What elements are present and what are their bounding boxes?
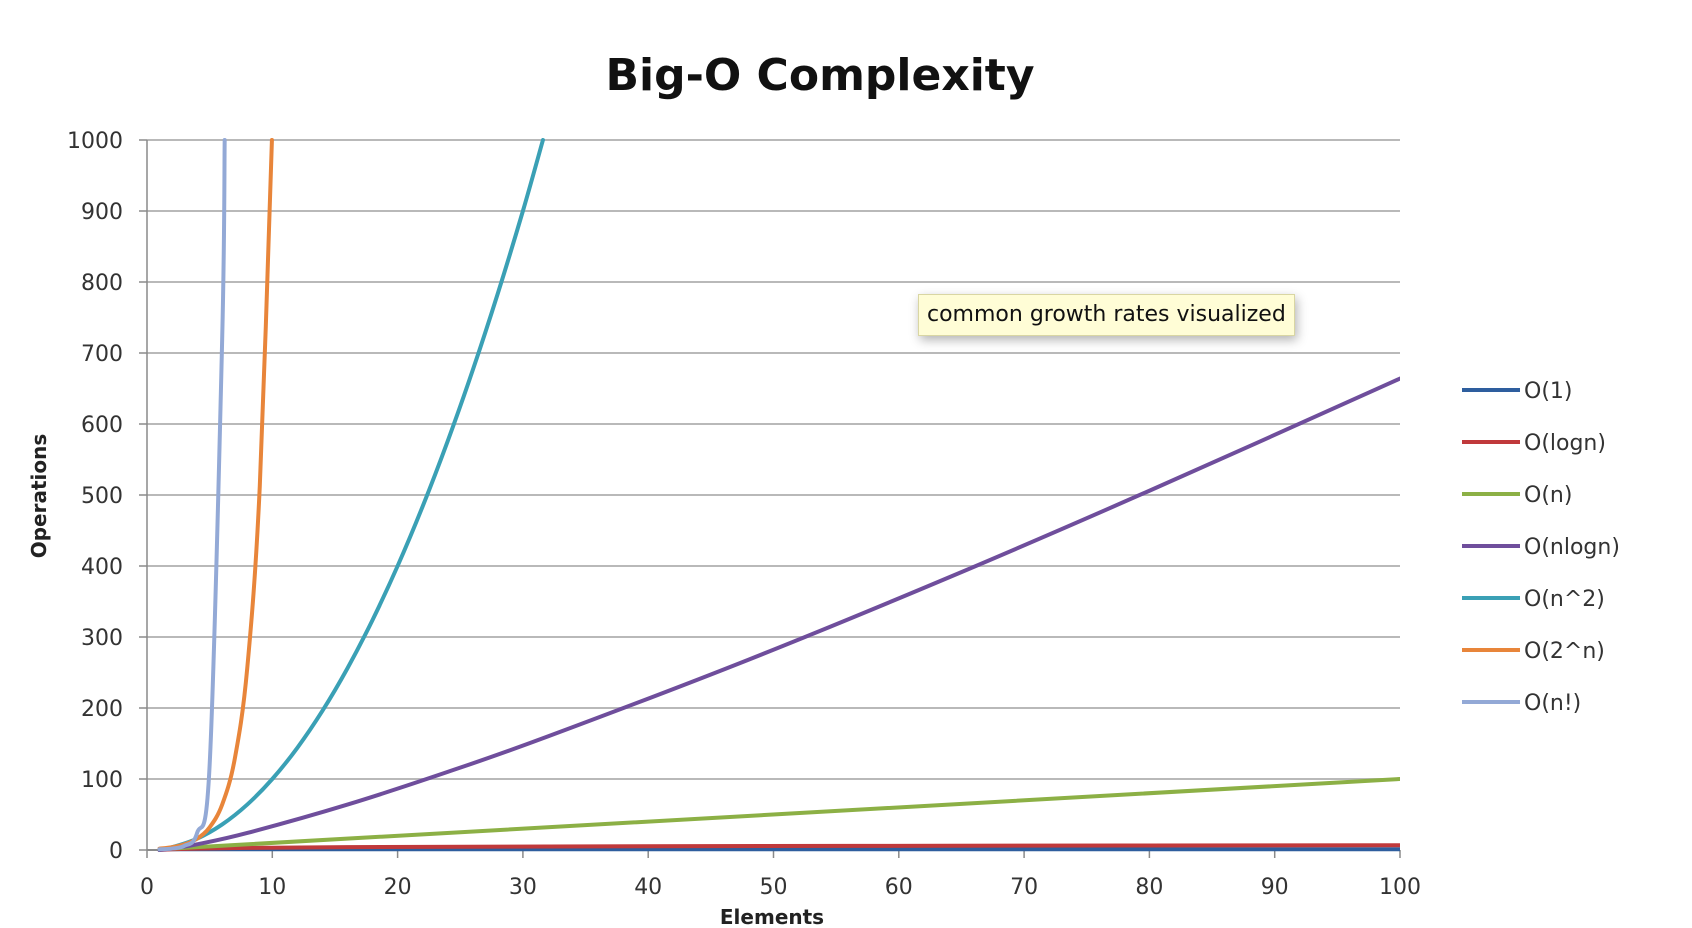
axes (139, 139, 1401, 858)
y-axis-label: Operations (27, 434, 51, 559)
y-tick-label: 0 (109, 839, 123, 864)
y-tick-labels: 0 100 200 300 400 500 600 700 800 900 1000 (67, 129, 123, 864)
legend-label-o-nlogn: O(nlogn) (1524, 535, 1620, 560)
y-tick-label: 800 (81, 271, 123, 296)
x-tick-label: 70 (1010, 875, 1038, 900)
x-tick-label: 50 (760, 875, 788, 900)
y-tick-label: 1000 (67, 129, 123, 154)
legend-label-o-n-2: O(n^2) (1524, 587, 1605, 612)
legend: O(1) O(logn) O(n) O(nlogn) O(n^2) O(2^n) O(n!) (1462, 379, 1620, 716)
x-tick-label: 80 (1135, 875, 1163, 900)
y-tick-label: 500 (81, 484, 123, 509)
legend-label-o-1: O(1) (1524, 379, 1572, 404)
x-tick-label: 10 (258, 875, 286, 900)
y-tick-label: 100 (81, 768, 123, 793)
y-tick-label: 400 (81, 555, 123, 580)
legend-label-o-n: O(n) (1524, 483, 1572, 508)
tooltip: common growth rates visualized (918, 294, 1295, 336)
series-line-o-n-2 (157, 138, 545, 852)
gridlines (147, 139, 1400, 780)
x-tick-labels: 0 10 20 30 40 50 60 70 80 90 100 (140, 875, 1421, 900)
y-tick-label: 700 (81, 342, 123, 367)
x-axis-label: Elements (720, 905, 824, 928)
series-line-o-nlogn (157, 376, 1400, 852)
legend-label-o-n: O(n!) (1524, 691, 1581, 716)
y-tick-label: 900 (81, 200, 123, 225)
chart-title: Big-O Complexity (605, 50, 1034, 101)
x-tick-label: 90 (1261, 875, 1289, 900)
series-line-o-n (157, 777, 1400, 852)
x-tick-label: 100 (1379, 875, 1421, 900)
series-lines (157, 138, 1400, 852)
series-line-o-n (157, 138, 227, 852)
legend-label-o-2-n: O(2^n) (1524, 639, 1605, 664)
x-tick-label: 40 (634, 875, 662, 900)
x-tick-label: 30 (509, 875, 537, 900)
y-tick-label: 300 (81, 626, 123, 651)
y-tick-label: 600 (81, 413, 123, 438)
x-tick-label: 20 (384, 875, 412, 900)
y-tick-label: 200 (81, 697, 123, 722)
x-tick-label: 60 (885, 875, 913, 900)
x-tick-label: 0 (140, 875, 154, 900)
legend-label-o-logn: O(logn) (1524, 431, 1606, 456)
